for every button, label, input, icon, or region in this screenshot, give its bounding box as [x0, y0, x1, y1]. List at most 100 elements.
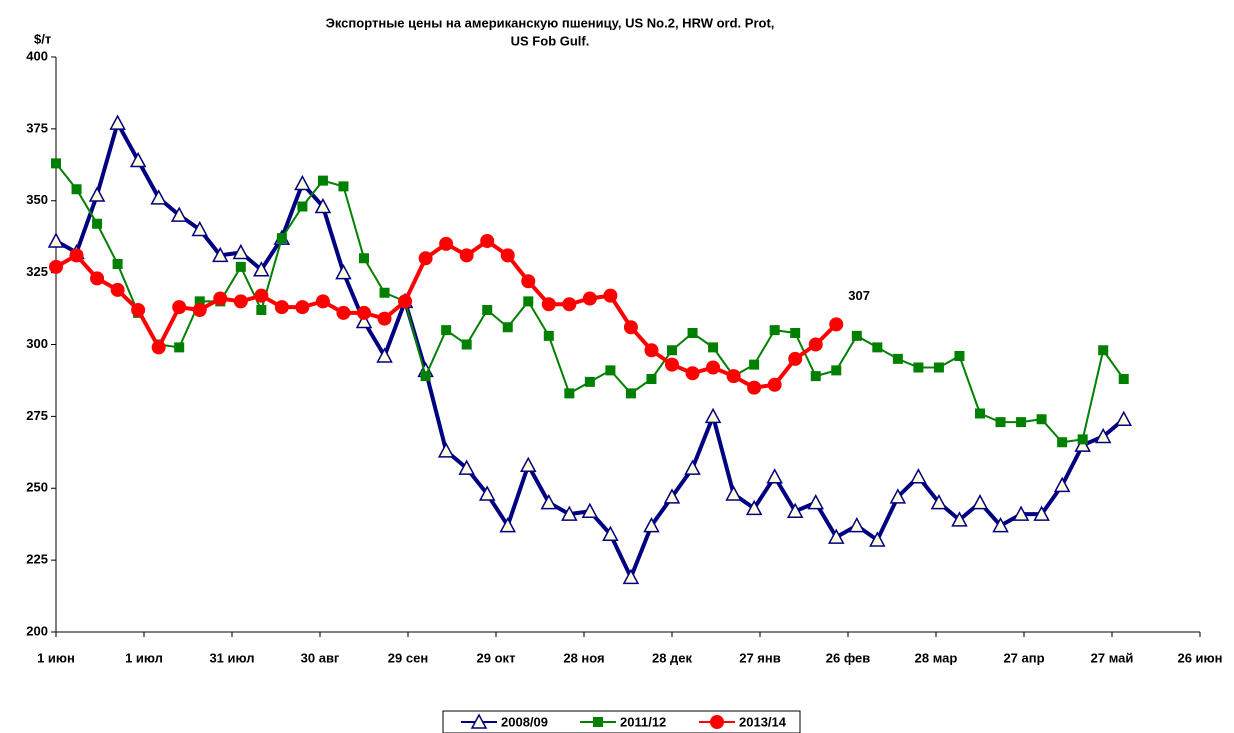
marker: [582, 291, 597, 306]
marker: [786, 502, 804, 518]
marker: [502, 322, 513, 333]
marker: [622, 568, 640, 585]
marker: [172, 300, 187, 315]
marker: [112, 259, 123, 269]
marker: [174, 342, 185, 353]
marker: [254, 288, 269, 303]
marker: [663, 488, 681, 504]
marker: [355, 312, 373, 329]
marker: [807, 494, 824, 510]
x-tick-label: 26 июн: [1177, 650, 1222, 665]
x-tick-label: 28 ноя: [563, 650, 604, 665]
marker: [1115, 410, 1132, 426]
marker: [256, 305, 267, 315]
marker: [461, 339, 472, 350]
marker: [623, 320, 638, 335]
marker: [725, 485, 742, 501]
legend-label: 2008/09: [501, 714, 548, 729]
marker: [194, 296, 205, 307]
marker: [930, 494, 948, 510]
marker: [605, 365, 616, 376]
marker: [1074, 436, 1091, 452]
marker: [212, 246, 229, 263]
marker: [338, 181, 349, 192]
x-tick-label: 1 июл: [125, 650, 163, 665]
marker: [1077, 434, 1088, 445]
marker: [357, 305, 371, 320]
marker: [294, 174, 311, 191]
marker: [710, 715, 724, 729]
marker: [170, 206, 188, 222]
legend-label: 2013/14: [739, 714, 787, 729]
marker: [458, 459, 475, 475]
marker: [521, 274, 536, 289]
marker: [49, 259, 63, 274]
y-tick-label: 200: [26, 623, 48, 638]
chart-title: Экспортные цены на американскую пшеницу,…: [326, 15, 775, 30]
marker: [191, 220, 208, 237]
marker: [829, 317, 844, 332]
marker: [88, 186, 106, 202]
marker: [625, 388, 636, 399]
marker: [910, 468, 927, 484]
x-tick-label: 27 апр: [1003, 650, 1044, 665]
marker: [317, 175, 328, 186]
legend-label: 2011/12: [620, 714, 666, 729]
marker: [706, 360, 721, 375]
marker: [315, 294, 330, 309]
x-tick-label: 28 дек: [652, 650, 693, 665]
marker: [1098, 345, 1109, 356]
marker: [851, 330, 862, 341]
marker: [790, 328, 801, 338]
x-tick-label: 26 фев: [826, 650, 871, 665]
x-tick-label: 1 июн: [37, 650, 75, 665]
marker: [951, 511, 968, 527]
y-tick-label: 225: [26, 552, 48, 567]
marker: [687, 328, 698, 338]
y-tick-label: 375: [26, 120, 48, 135]
marker: [913, 362, 924, 373]
marker: [561, 505, 578, 521]
marker: [1033, 505, 1050, 521]
marker: [297, 201, 308, 212]
marker: [788, 351, 803, 366]
marker: [889, 488, 907, 504]
marker: [745, 499, 763, 516]
marker: [726, 369, 741, 384]
marker: [71, 184, 82, 195]
marker: [543, 330, 554, 341]
marker: [975, 408, 985, 419]
marker: [274, 300, 289, 315]
x-tick-label: 29 сен: [388, 650, 428, 665]
marker: [232, 243, 250, 260]
marker: [704, 407, 722, 424]
marker: [581, 502, 599, 518]
marker: [685, 366, 700, 381]
marker: [667, 345, 677, 356]
marker: [646, 374, 657, 384]
marker: [954, 351, 965, 361]
marker: [276, 233, 287, 244]
marker: [848, 517, 866, 533]
marker: [541, 297, 556, 312]
marker: [379, 287, 390, 298]
y-tick-label: 300: [26, 336, 48, 351]
legend-box: [442, 710, 801, 733]
marker: [376, 347, 393, 363]
marker: [110, 282, 125, 297]
marker: [520, 456, 537, 472]
marker: [441, 325, 452, 336]
marker: [129, 151, 147, 168]
marker: [470, 713, 488, 729]
marker: [810, 371, 821, 382]
marker: [749, 359, 760, 370]
marker: [253, 261, 270, 277]
y-tick-label: 350: [26, 192, 48, 207]
marker: [314, 197, 332, 214]
x-tick-label: 31 июл: [209, 650, 254, 665]
marker: [295, 300, 310, 315]
chart-subtitle: US Fob Gulf.: [511, 33, 590, 48]
marker: [500, 248, 515, 263]
marker: [992, 517, 1009, 533]
